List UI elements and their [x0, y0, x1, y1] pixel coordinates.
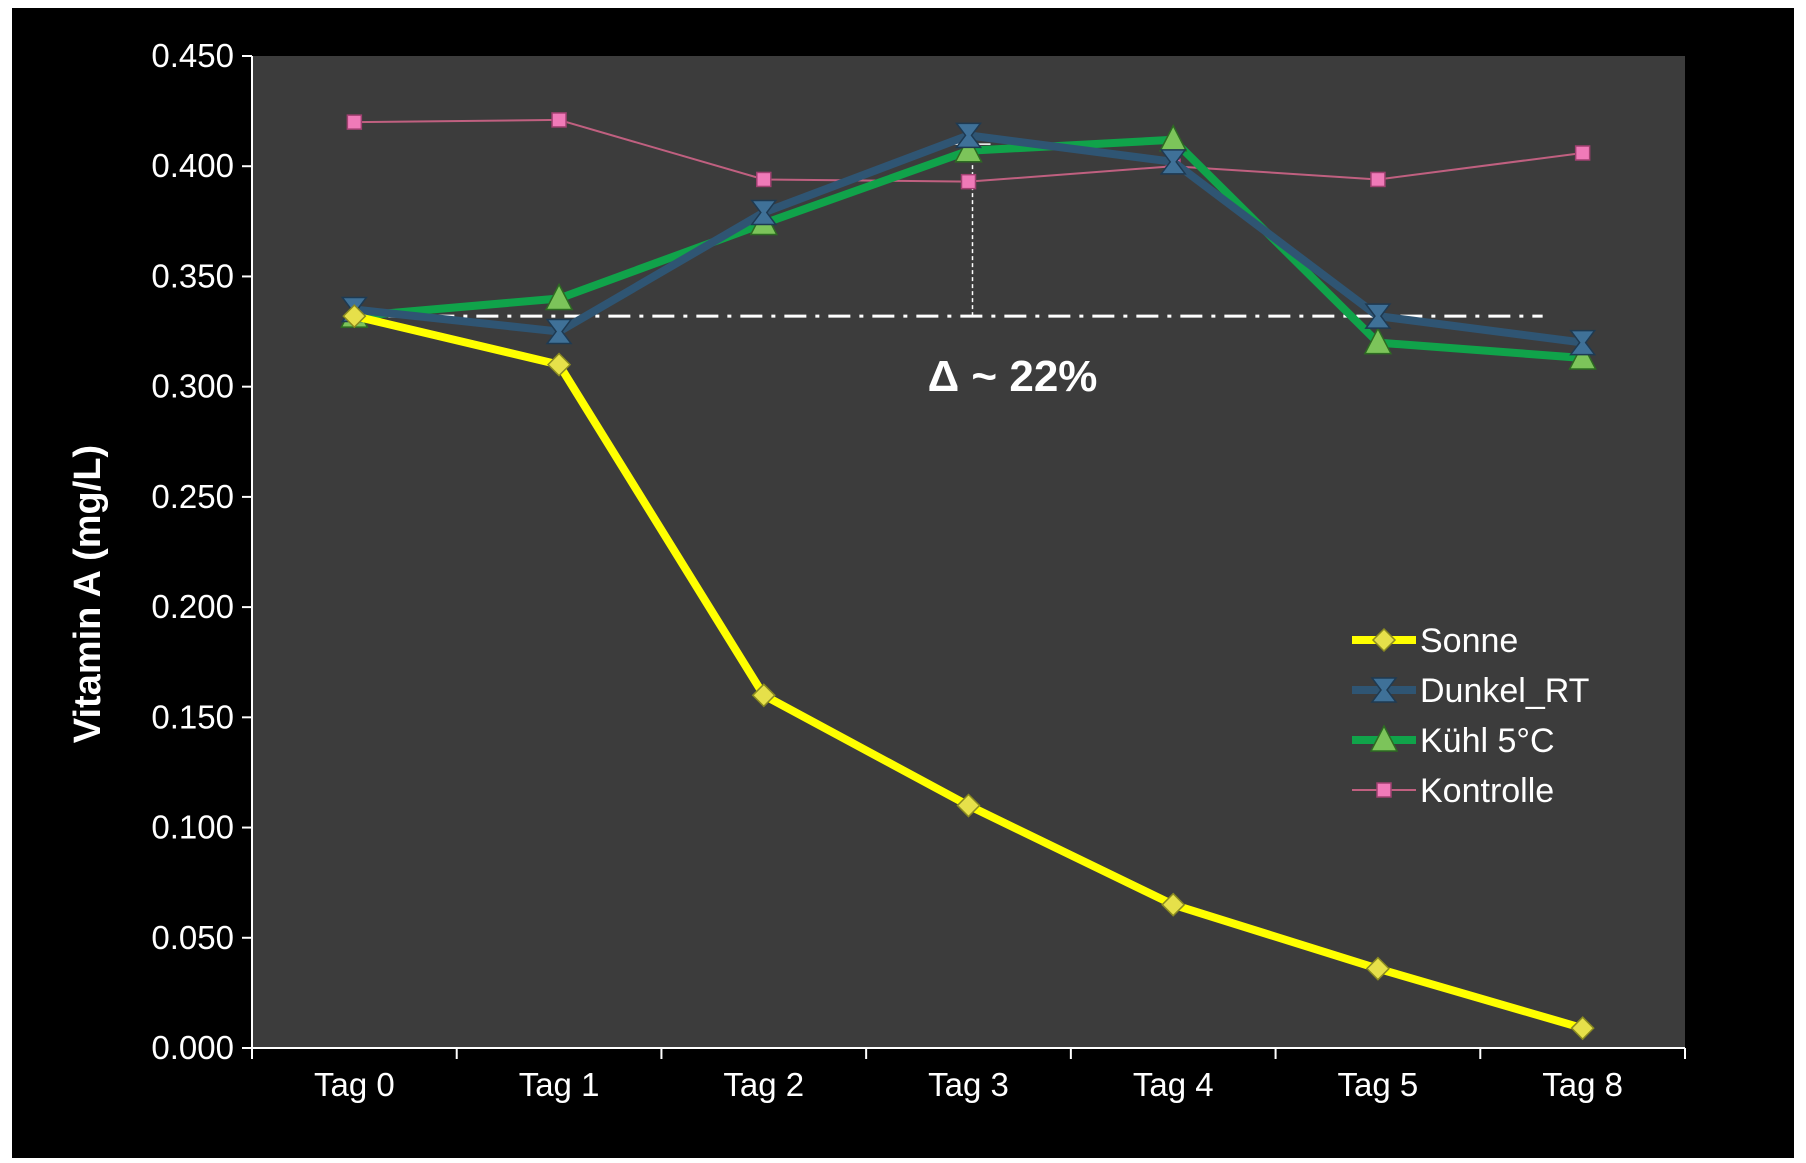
data-point — [1161, 892, 1186, 917]
x-tick-label: Tag 1 — [519, 1066, 600, 1103]
data-point — [1365, 956, 1390, 981]
data-point — [954, 135, 983, 163]
y-tick-label: 0.000 — [151, 1029, 234, 1066]
legend-swatch-marker — [1369, 724, 1399, 752]
data-point — [956, 793, 981, 818]
vitamin-a-line-chart: 0.000 0.050 0.100 0.150 0.200 0.250 0.300 0.350… — [67, 37, 1686, 1103]
data-point — [545, 318, 573, 345]
legend-swatch-marker — [1370, 677, 1398, 703]
y-tick-label: 0.250 — [151, 478, 234, 515]
legend-swatch-marker — [1371, 627, 1397, 653]
data-point — [1574, 145, 1591, 161]
legend-item-sonne: Sonne — [1352, 622, 1518, 660]
y-tick-label: 0.300 — [151, 368, 234, 405]
legend-item-dunkel-rt: Dunkel_RT — [1352, 672, 1589, 710]
legend-item-kontrolle: Kontrolle — [1352, 772, 1554, 810]
legend-label: Kühl 5°C — [1420, 722, 1555, 760]
data-point — [1363, 326, 1393, 355]
legend-label: Sonne — [1420, 622, 1518, 660]
x-tick-label: Tag 4 — [1133, 1066, 1214, 1103]
data-point — [346, 114, 363, 130]
x-tick-label: Tag 0 — [314, 1066, 395, 1103]
y-tick-label: 0.200 — [151, 588, 234, 625]
data-point — [1364, 303, 1392, 329]
data-point — [750, 199, 778, 226]
x-tick-label: Tag 5 — [1338, 1066, 1419, 1103]
data-point — [1569, 329, 1597, 356]
chart-frame: 0.000 0.050 0.100 0.150 0.200 0.250 0.300 0.350… — [12, 8, 1794, 1158]
data-point — [955, 122, 982, 149]
delta-annotation-label: Δ ~ 22% — [928, 352, 1098, 401]
x-tick-label: Tag 2 — [723, 1066, 804, 1103]
y-tick-label: 0.350 — [151, 257, 234, 294]
data-point — [544, 282, 574, 311]
data-point — [960, 173, 977, 190]
y-axis-title: Vitamin A (mg/L) — [67, 445, 109, 743]
data-point — [1570, 1016, 1595, 1041]
data-point — [1370, 171, 1386, 188]
y-tick-label: 0.050 — [151, 919, 234, 956]
data-point — [547, 352, 572, 377]
legend-label: Kontrolle — [1420, 772, 1554, 810]
y-tick-label: 0.400 — [151, 147, 234, 184]
plot-area — [252, 56, 1685, 1048]
legend-swatch-marker — [1376, 782, 1392, 798]
data-point — [342, 304, 367, 329]
legend-label: Dunkel_RT — [1420, 672, 1589, 710]
data-point — [756, 171, 772, 188]
x-tick-label: Tag 3 — [928, 1066, 1009, 1103]
series-sonne — [342, 304, 1595, 1041]
y-tick-label: 0.450 — [151, 37, 234, 74]
data-point — [1159, 149, 1187, 175]
legend-item-k-hl-5-c: Kühl 5°C — [1352, 722, 1555, 760]
x-tick-label: Tag 8 — [1542, 1066, 1623, 1103]
data-point — [751, 683, 776, 708]
y-tick-label: 0.150 — [151, 698, 234, 735]
data-point — [1568, 342, 1597, 370]
y-tick-label: 0.100 — [151, 809, 234, 846]
data-point — [551, 112, 567, 128]
